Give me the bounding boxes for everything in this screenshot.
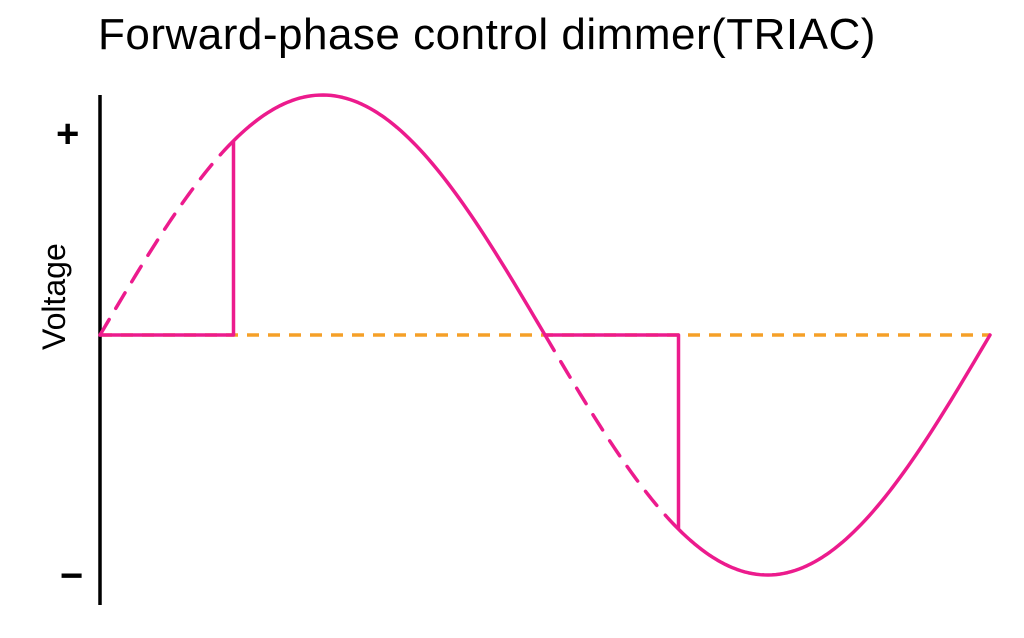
output-waveform-second-half — [545, 335, 990, 575]
diagram-container: Forward-phase control dimmer(TRIAC) + − … — [0, 0, 1024, 638]
chart-area — [30, 85, 1000, 615]
sine-dashed-second-half — [545, 335, 679, 529]
sine-dashed-first-half — [100, 141, 234, 335]
output-waveform-first-half — [100, 95, 545, 335]
diagram-title: Forward-phase control dimmer(TRIAC) — [98, 10, 876, 60]
waveform-svg — [30, 85, 1000, 615]
